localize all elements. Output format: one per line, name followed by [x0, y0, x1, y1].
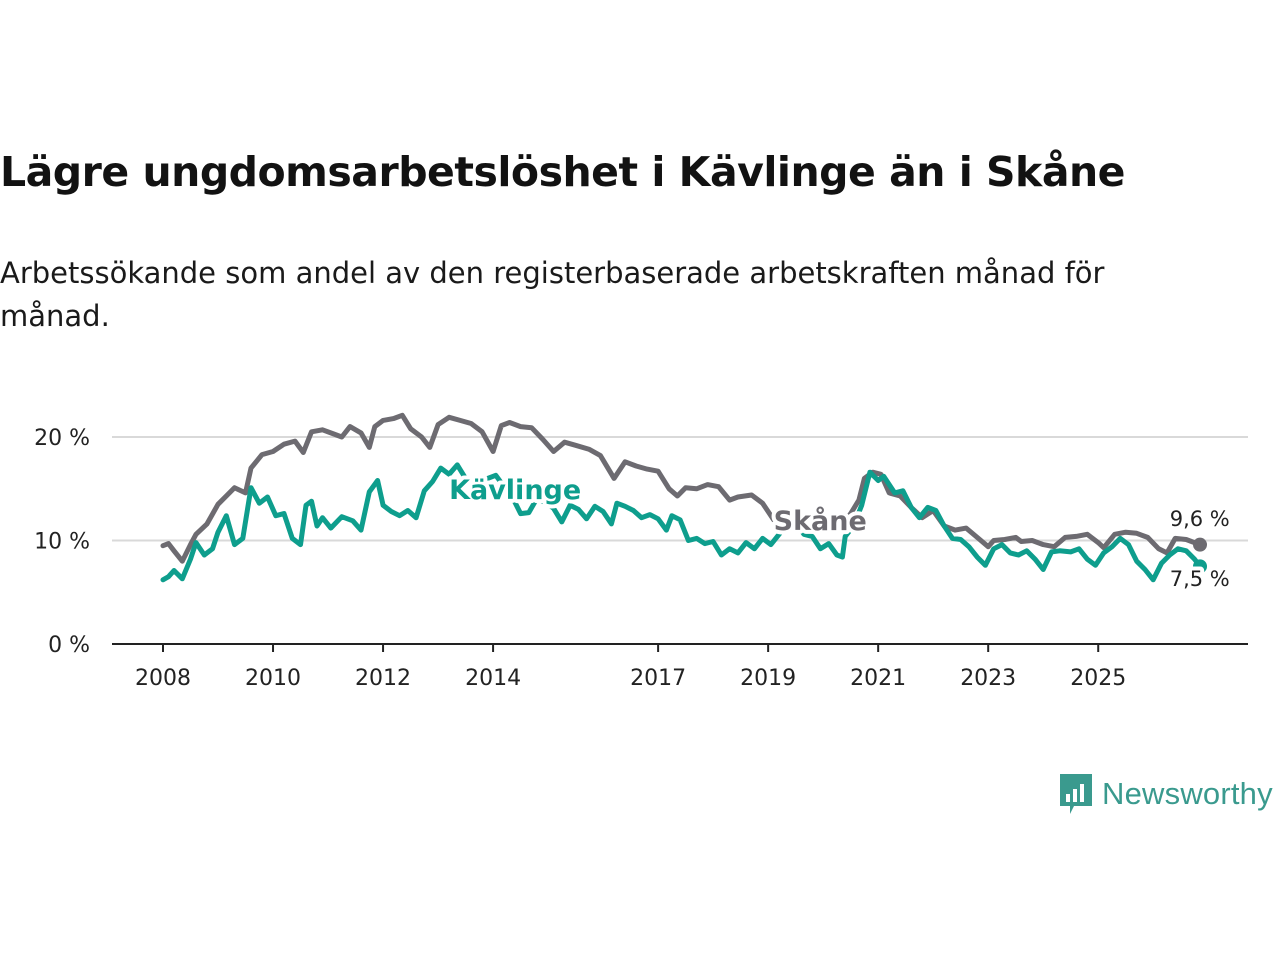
series-label-kavlinge: Kävlinge — [449, 475, 581, 506]
series-label-skane-halo: Skåne — [774, 505, 867, 537]
series-label-skane: Skåne — [774, 505, 867, 537]
end-point-marker — [1193, 537, 1207, 552]
end-value-kavlinge-halo: 7,5 % — [1170, 567, 1230, 591]
line-chart: 0 % 10 % 20 % 2008 2010 2012 2014 2017 2019 2021… — [34, 412, 1248, 691]
end-value-skane: 9,6 % — [1170, 507, 1230, 531]
end-point-marker — [1193, 559, 1207, 574]
x-tick-label: 2017 — [630, 666, 686, 691]
x-axis-ticks: 2008 2010 2012 2014 2017 2019 2021 2023 2025 — [135, 644, 1126, 691]
y-tick-label: 20 % — [34, 426, 90, 451]
y-tick-label: 0 % — [48, 633, 90, 658]
series-label-kavlinge-halo: Kävlinge — [449, 475, 581, 506]
newsworthy-logo-icon — [1060, 774, 1092, 814]
x-tick-label: 2021 — [850, 666, 906, 691]
chart-subtitle: Arbetssökande som andel av den registerb… — [0, 256, 1105, 333]
x-tick-label: 2014 — [465, 666, 521, 691]
x-tick-label: 2023 — [960, 666, 1016, 691]
y-axis-ticks: 0 % 10 % 20 % — [34, 426, 90, 658]
end-value-kavlinge: 7,5 % — [1170, 567, 1230, 591]
brand-name: Newsworthy — [1102, 776, 1273, 811]
newsworthy-logo[interactable]: Newsworthy — [1058, 772, 1273, 816]
series-lines — [160, 412, 1207, 583]
series-line-kavlinge — [160, 462, 1203, 583]
chart-title: Lägre ungdomsarbetslöshet i Kävlinge än … — [0, 148, 1125, 196]
gridlines — [112, 436, 1248, 645]
y-tick-label: 10 % — [34, 530, 90, 555]
x-tick-label: 2019 — [740, 666, 796, 691]
x-tick-label: 2012 — [355, 666, 411, 691]
end-value-skane-halo: 9,6 % — [1170, 507, 1230, 531]
x-tick-label: 2010 — [245, 666, 301, 691]
x-tick-label: 2025 — [1070, 666, 1126, 691]
x-tick-label: 2008 — [135, 666, 191, 691]
series-line-skane — [160, 412, 1203, 564]
